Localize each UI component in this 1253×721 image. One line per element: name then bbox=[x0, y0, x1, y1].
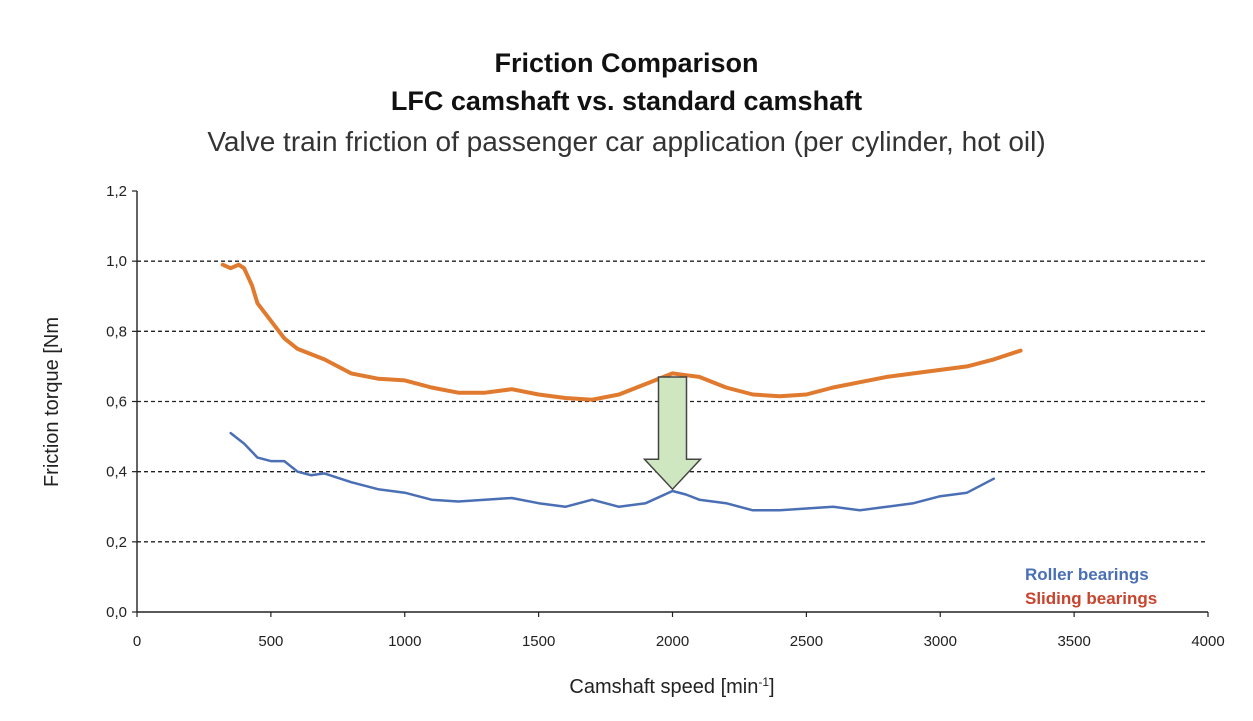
grid-lines bbox=[137, 260, 1208, 543]
legend-sliding-bearings: Sliding bearings bbox=[1025, 589, 1157, 608]
x-axis-label: Camshaft speed [min-1] bbox=[569, 675, 774, 698]
x-tick-label: 2500 bbox=[790, 633, 823, 650]
chart-subtitle: LFC camshaft vs. standard camshaft bbox=[390, 86, 863, 116]
series-line-sliding-bearings bbox=[220, 262, 1023, 402]
series-lines bbox=[220, 262, 1023, 512]
y-tick-label: 0,4 bbox=[106, 464, 127, 481]
y-tick-labels: 0,0 0,2 0,4 0,6 0,8 1,0 1,2 bbox=[106, 183, 137, 621]
x-tick-label: 1000 bbox=[388, 633, 421, 650]
x-tick-labels: 0 500 1000 1500 2000 2500 3000 3500 4000 bbox=[133, 612, 1225, 650]
y-tick-label: 1,0 bbox=[106, 253, 127, 270]
x-tick-label: 0 bbox=[133, 633, 141, 650]
x-tick-label: 3500 bbox=[1057, 633, 1090, 650]
x-tick-label: 4000 bbox=[1191, 633, 1224, 650]
x-tick-label: 2000 bbox=[656, 633, 689, 650]
series-line-roller-bearings bbox=[229, 431, 996, 512]
y-tick-label: 0,2 bbox=[106, 534, 127, 551]
x-tick-label: 500 bbox=[258, 633, 283, 650]
y-tick-label: 0,0 bbox=[106, 604, 127, 621]
y-tick-label: 1,2 bbox=[106, 183, 127, 200]
legend-roller-bearings: Roller bearings bbox=[1025, 565, 1149, 584]
y-axis-label: Friction torque [Nm bbox=[41, 317, 63, 487]
x-tick-label: 3000 bbox=[924, 633, 957, 650]
x-tick-label: 1500 bbox=[522, 633, 555, 650]
y-tick-label: 0,8 bbox=[106, 323, 127, 340]
chart-description: Valve train friction of passenger car ap… bbox=[207, 126, 1046, 157]
chart-title: Friction Comparison bbox=[494, 48, 759, 78]
reduction-arrow bbox=[642, 376, 703, 491]
y-tick-label: 0,6 bbox=[106, 394, 127, 411]
annotation bbox=[642, 376, 703, 491]
